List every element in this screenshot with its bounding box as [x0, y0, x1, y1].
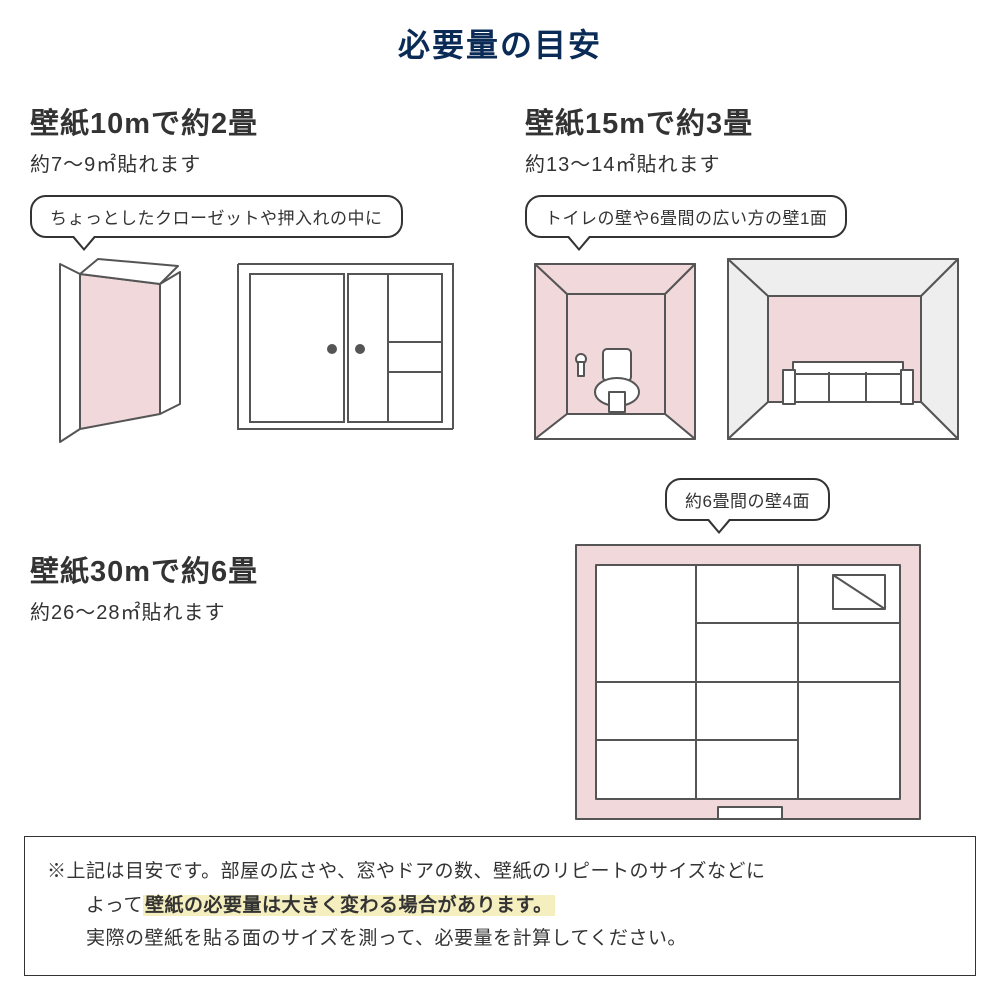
illustration-closet	[30, 254, 475, 444]
section-30m: 壁紙30mで約6畳 約26〜28㎡貼れます	[30, 478, 475, 827]
note-line-1: ※上記は目安です。部屋の広さや、窓やドアの数、壁紙のリピートのサイズなどに	[47, 855, 953, 888]
floorplan-icon	[568, 537, 928, 827]
bubble-toilet: トイレの壁や6畳間の広い方の壁1面	[525, 195, 847, 238]
note-box: ※上記は目安です。部屋の広さや、窓やドアの数、壁紙のリピートのサイズなどに よっ…	[24, 836, 976, 976]
note-line-2: よって壁紙の必要量は大きく変わる場合があります。	[47, 889, 953, 922]
section-10m: 壁紙10mで約2畳 約7〜9㎡貼れます ちょっとしたクローゼットや押入れの中に	[30, 100, 475, 444]
illustration-toilet-room	[525, 254, 970, 444]
section-sub: 約26〜28㎡貼れます	[30, 596, 475, 625]
section-sub: 約7〜9㎡貼れます	[30, 148, 475, 177]
section-15m: 壁紙15mで約3畳 約13〜14㎡貼れます トイレの壁や6畳間の広い方の壁1面	[525, 100, 970, 444]
bubble-closet: ちょっとしたクローゼットや押入れの中に	[30, 195, 403, 238]
main-title: 必要量の目安	[30, 20, 970, 66]
bubble-6tatami: 約6畳間の壁4面	[665, 478, 830, 521]
section-sub: 約13〜14㎡貼れます	[525, 148, 970, 177]
note-line-3: 実際の壁紙を貼る面のサイズを測って、必要量を計算してください。	[47, 922, 953, 955]
section-title: 壁紙10mで約2畳	[30, 100, 475, 142]
section-title: 壁紙15mで約3畳	[525, 100, 970, 142]
note-line-2-prefix: よって	[47, 895, 143, 916]
room-one-wall-icon	[723, 254, 963, 444]
content-grid: 壁紙10mで約2畳 約7〜9㎡貼れます ちょっとしたクローゼットや押入れの中に	[30, 100, 970, 827]
sliding-door-icon	[228, 254, 458, 444]
closet-open-icon	[30, 254, 210, 444]
section-title: 壁紙30mで約6畳	[30, 548, 475, 590]
toilet-room-icon	[525, 254, 705, 444]
section-floorplan: 約6畳間の壁4面	[525, 478, 970, 827]
note-highlight: 壁紙の必要量は大きく変わる場合があります。	[143, 895, 555, 916]
